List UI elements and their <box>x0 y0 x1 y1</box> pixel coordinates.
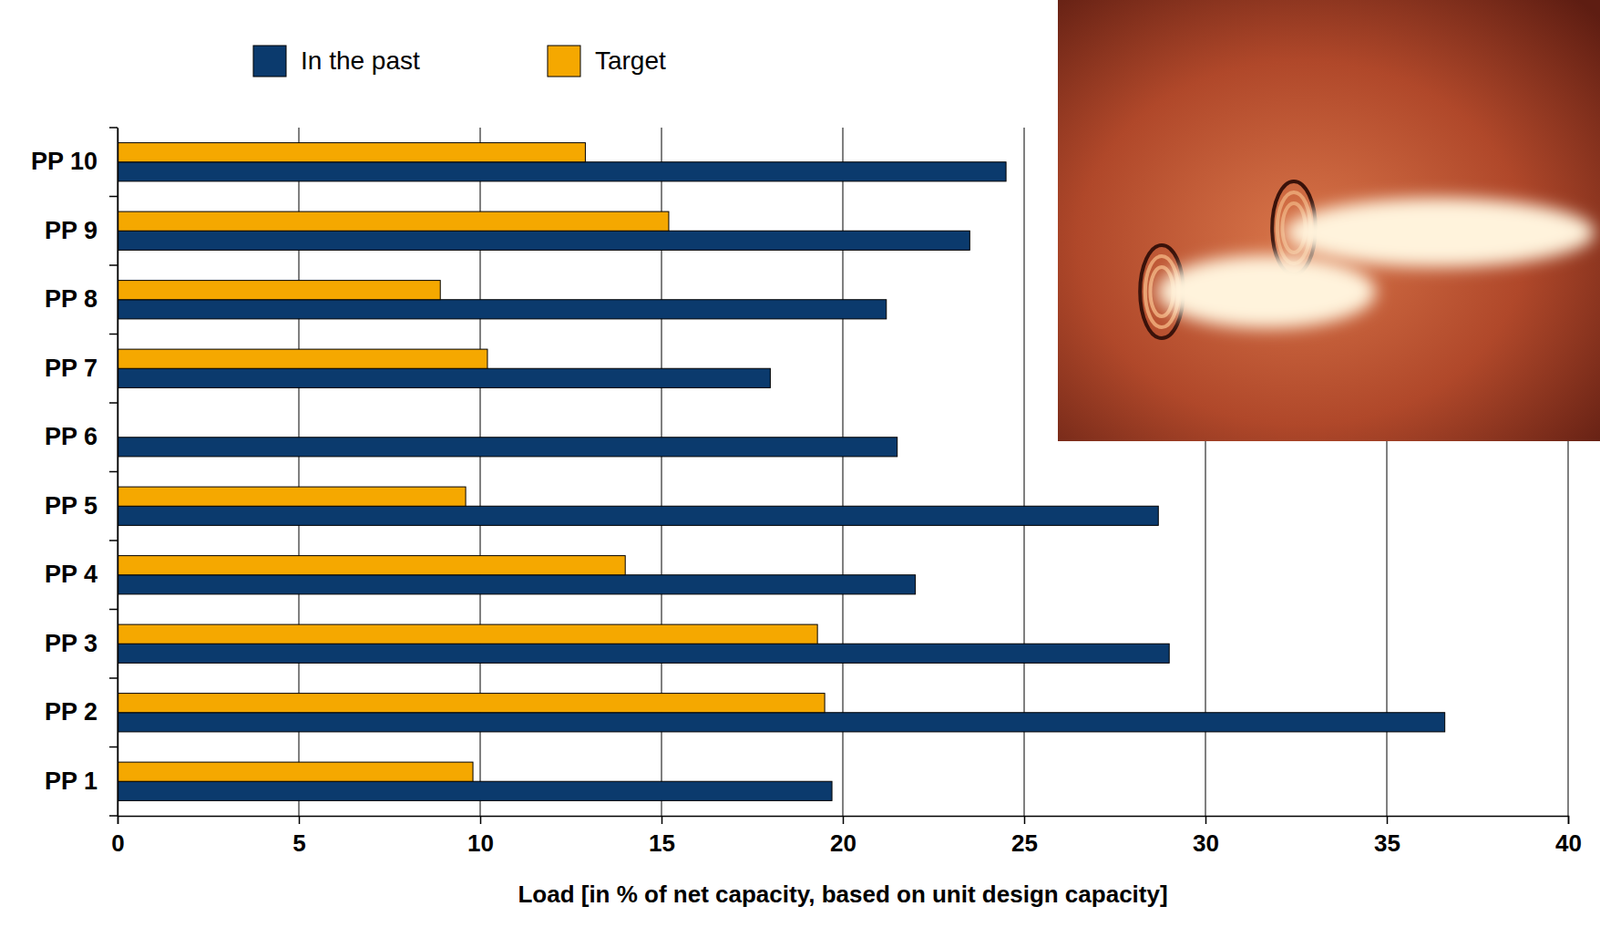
bar <box>117 162 1006 182</box>
tick: PP 8 <box>44 285 118 313</box>
tick: 25 <box>1011 815 1038 857</box>
photo <box>1057 0 1600 442</box>
bar <box>117 299 887 319</box>
category-separator <box>109 264 118 267</box>
tick: PP 7 <box>44 354 118 382</box>
tick: 30 <box>1192 815 1220 857</box>
bar <box>117 643 1170 663</box>
tick: 40 <box>1555 815 1582 857</box>
category-label: PP 4 <box>44 560 98 588</box>
flame <box>1284 197 1595 267</box>
flame <box>1157 255 1376 329</box>
category-separator <box>109 676 118 679</box>
photo-background <box>1057 0 1600 442</box>
category-label: PP 10 <box>30 147 98 175</box>
category-label: PP 5 <box>44 492 98 520</box>
tick-mark <box>1024 815 1026 824</box>
tick-mark <box>480 815 483 824</box>
tick: PP 2 <box>44 697 118 726</box>
tick: PP 1 <box>44 767 118 795</box>
bar <box>117 761 473 781</box>
tick: 35 <box>1374 815 1401 857</box>
y-axis: PP 1 PP 2 PP 3 PP 4 PP 5 PP 6 PP 7 PP 8 PP 9 PP 1… <box>30 127 119 817</box>
tick-label: 40 <box>1555 829 1582 857</box>
bar <box>117 368 770 388</box>
bar <box>117 712 1446 732</box>
category-separator <box>109 195 118 198</box>
legend-label: In the past <box>300 46 421 75</box>
tick: PP 3 <box>44 629 118 657</box>
category-separator <box>109 539 118 542</box>
category-label: PP 1 <box>44 767 98 795</box>
bar <box>117 437 898 457</box>
bar <box>117 624 818 644</box>
tick: PP 6 <box>44 422 118 451</box>
tick-label: 25 <box>1011 829 1038 857</box>
bars <box>117 143 1446 801</box>
category-separator <box>109 746 118 749</box>
category-separator <box>109 471 118 473</box>
legend-swatch <box>253 45 287 77</box>
tick: PP 5 <box>44 492 118 520</box>
category-label: PP 6 <box>44 422 98 451</box>
legend-label: Target <box>594 46 667 75</box>
tick-mark <box>117 815 120 824</box>
bar <box>117 211 669 231</box>
tick: 20 <box>830 815 857 857</box>
legend-swatch <box>547 45 581 77</box>
tick-label: 20 <box>830 829 857 857</box>
category-label: PP 7 <box>44 354 98 382</box>
tick-label: 30 <box>1192 829 1220 857</box>
axis-line <box>118 816 1570 825</box>
bar <box>117 693 825 713</box>
tick: 15 <box>648 815 676 857</box>
category-label: PP 9 <box>44 216 98 245</box>
bar <box>117 574 916 595</box>
bar <box>117 555 626 575</box>
category-separator <box>109 126 118 129</box>
tick-label: 10 <box>467 829 494 857</box>
tick-mark <box>661 815 664 824</box>
bar <box>117 348 488 369</box>
category-separator <box>109 608 118 611</box>
tick: 5 <box>292 815 306 857</box>
axis-title: Load [in % of net capacity, based on uni… <box>517 880 1168 908</box>
tick-label: 35 <box>1374 829 1401 857</box>
category-label: PP 2 <box>44 697 98 726</box>
tick-mark <box>298 815 301 824</box>
x-axis: 0 5 10 15 20 25 30 35 40 <box>111 815 1582 857</box>
category-label: PP 3 <box>44 629 98 657</box>
category-separator <box>109 401 118 404</box>
category-separator <box>109 814 118 817</box>
tick-label: 0 <box>111 829 124 857</box>
legend: In the past Target <box>253 45 667 77</box>
tick: PP 4 <box>44 560 118 588</box>
bar <box>117 230 970 250</box>
bar <box>117 280 441 300</box>
bar <box>117 505 1159 525</box>
tick-label: 15 <box>648 829 676 857</box>
tick: 0 <box>111 815 124 857</box>
category-label: PP 8 <box>44 285 98 313</box>
tick: PP 9 <box>44 216 118 245</box>
tick-label: 5 <box>292 829 306 857</box>
category-separator <box>109 333 118 336</box>
bar <box>117 780 832 800</box>
tick: PP 10 <box>30 147 118 175</box>
tick-mark <box>1386 815 1389 824</box>
tick-mark <box>1568 815 1570 824</box>
tick-mark <box>1205 815 1208 824</box>
tick-mark <box>842 815 845 824</box>
bar <box>117 486 466 506</box>
tick: 10 <box>467 815 494 857</box>
chart: 0 5 10 15 20 25 30 35 40 PP 1 PP 2 PP 3 PP 4 PP 5 PP 6… <box>0 0 1600 927</box>
bar <box>117 143 585 163</box>
